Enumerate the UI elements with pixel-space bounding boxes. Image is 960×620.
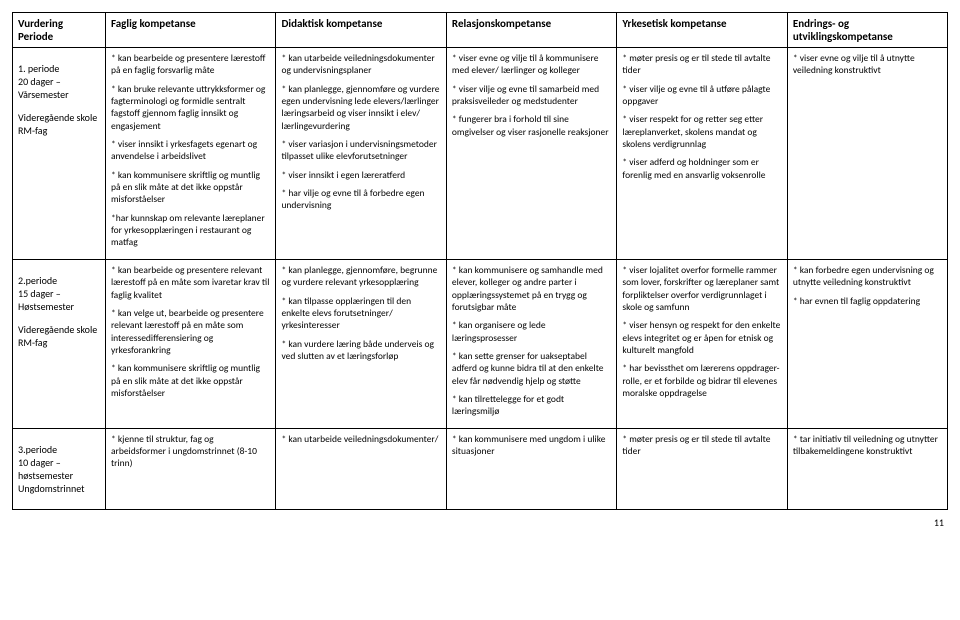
table-row: 3.periode10 dager –høstsemesterUngdomstr…: [13, 428, 948, 509]
competence-table: VurderingPeriode Faglig kompetanse Didak…: [12, 12, 948, 510]
faglig-cell: * kan bearbeide og presentere relevant l…: [105, 259, 275, 428]
table-body: 1. periode20 dager –VårsemesterVideregåe…: [13, 48, 948, 510]
didaktisk-cell: * kan planlegge, gjennomføre, begrunne o…: [276, 259, 446, 428]
yrkesetisk-cell: * møter presis og er til stede til avtal…: [617, 428, 787, 509]
didaktisk-cell: * kan utarbeide veiledningsdokumenter/: [276, 428, 446, 509]
header-period: VurderingPeriode: [13, 13, 106, 48]
table-header-row: VurderingPeriode Faglig kompetanse Didak…: [13, 13, 948, 48]
relasjon-cell: * kan kommunisere med ungdom i ulike sit…: [446, 428, 616, 509]
period-cell: 1. periode20 dager –VårsemesterVideregåe…: [13, 48, 106, 260]
endrings-cell: * viser evne og vilje til å utnytte veil…: [787, 48, 947, 260]
period-cell: 2.periode15 dager –HøstsemesterVideregåe…: [13, 259, 106, 428]
endrings-cell: * kan forbedre egen undervisning og utny…: [787, 259, 947, 428]
endrings-cell: * tar initiativ til veiledning og utnytt…: [787, 428, 947, 509]
yrkesetisk-cell: * viser lojalitet overfor formelle ramme…: [617, 259, 787, 428]
header-yrkesetisk: Yrkesetisk kompetanse: [617, 13, 787, 48]
header-relasjon: Relasjonskompetanse: [446, 13, 616, 48]
period-cell: 3.periode10 dager –høstsemesterUngdomstr…: [13, 428, 106, 509]
page-number: 11: [12, 516, 948, 529]
yrkesetisk-cell: * møter presis og er til stede til avtal…: [617, 48, 787, 260]
didaktisk-cell: * kan utarbeide veiledningsdokumenter og…: [276, 48, 446, 260]
table-row: 1. periode20 dager –VårsemesterVideregåe…: [13, 48, 948, 260]
relasjon-cell: * kan kommunisere og samhandle med eleve…: [446, 259, 616, 428]
faglig-cell: * kjenne til struktur, fag og arbeidsfor…: [105, 428, 275, 509]
relasjon-cell: * viser evne og vilje til å kommunisere …: [446, 48, 616, 260]
faglig-cell: * kan bearbeide og presentere lærestoff …: [105, 48, 275, 260]
header-didaktisk: Didaktisk kompetanse: [276, 13, 446, 48]
header-faglig: Faglig kompetanse: [105, 13, 275, 48]
table-row: 2.periode15 dager –HøstsemesterVideregåe…: [13, 259, 948, 428]
header-endrings: Endrings- og utviklingskompetanse: [787, 13, 947, 48]
